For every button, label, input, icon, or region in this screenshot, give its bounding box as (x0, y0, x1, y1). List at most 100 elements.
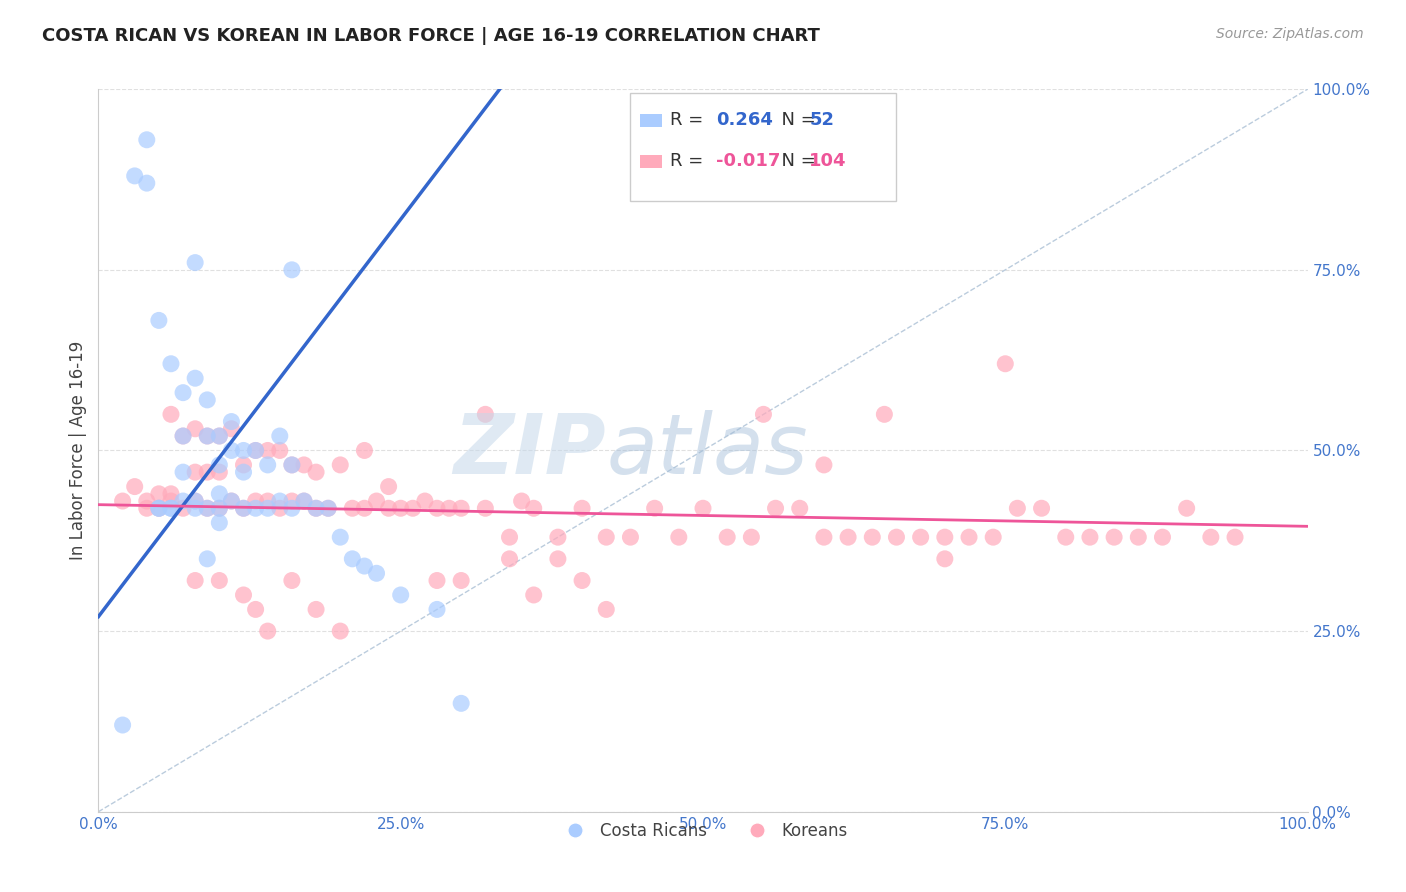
Point (934, 551, 956, 566)
Point (813, 458, 835, 472)
Point (450, 501, 472, 516)
Text: 52: 52 (810, 112, 834, 129)
Point (160, 501, 183, 516)
Point (305, 501, 328, 516)
Point (1007, 501, 1029, 516)
Point (389, 588, 412, 602)
Point (910, 530, 932, 544)
Point (329, 530, 352, 544)
Point (195, 465, 218, 479)
Point (292, 458, 315, 472)
Point (221, 443, 243, 458)
Point (172, 494, 194, 508)
Point (366, 566, 388, 581)
Point (305, 602, 328, 616)
Text: R =: R = (671, 112, 710, 129)
Point (245, 443, 267, 458)
Point (402, 501, 425, 516)
Point (124, 480, 146, 494)
Point (221, 415, 243, 429)
Point (172, 385, 194, 400)
Point (135, 133, 157, 147)
Text: ZIP: ZIP (454, 410, 606, 491)
Point (873, 407, 896, 421)
Point (172, 429, 194, 443)
Point (184, 494, 207, 508)
Point (256, 494, 278, 508)
Point (232, 501, 254, 516)
Text: Source: ZipAtlas.com: Source: ZipAtlas.com (1216, 27, 1364, 41)
Point (329, 624, 352, 639)
Point (148, 501, 170, 516)
Point (595, 602, 617, 616)
Point (1031, 501, 1053, 516)
Point (221, 494, 243, 508)
Point (813, 530, 835, 544)
Point (765, 501, 787, 516)
Point (957, 530, 980, 544)
Point (740, 530, 762, 544)
Point (195, 551, 218, 566)
Point (135, 501, 157, 516)
Point (305, 501, 328, 516)
Point (269, 501, 291, 516)
Point (1078, 530, 1101, 544)
Point (450, 574, 472, 588)
Point (195, 501, 218, 516)
Point (716, 530, 738, 544)
Point (184, 255, 207, 269)
Point (1054, 530, 1077, 544)
Point (523, 501, 546, 516)
Point (124, 169, 146, 183)
Point (316, 501, 339, 516)
Point (498, 551, 520, 566)
Text: R =: R = (671, 153, 710, 170)
Point (245, 501, 267, 516)
Point (184, 371, 207, 385)
Point (232, 443, 254, 458)
Point (389, 501, 412, 516)
Point (595, 530, 617, 544)
Point (208, 487, 231, 501)
Text: atlas: atlas (606, 410, 808, 491)
Point (281, 494, 304, 508)
Text: 104: 104 (810, 153, 846, 170)
Point (232, 588, 254, 602)
Point (668, 530, 690, 544)
Point (523, 588, 546, 602)
Point (195, 501, 218, 516)
Point (934, 530, 956, 544)
Point (281, 458, 304, 472)
Point (281, 458, 304, 472)
Point (547, 530, 569, 544)
Point (135, 494, 157, 508)
Point (160, 494, 183, 508)
Point (474, 501, 496, 516)
Point (232, 465, 254, 479)
Point (281, 262, 304, 277)
Point (184, 465, 207, 479)
Point (329, 458, 352, 472)
Point (571, 574, 593, 588)
Point (172, 501, 194, 516)
Point (571, 501, 593, 516)
Point (256, 501, 278, 516)
Point (232, 501, 254, 516)
Point (1128, 530, 1150, 544)
Point (184, 574, 207, 588)
Point (498, 530, 520, 544)
Point (269, 429, 291, 443)
Point (269, 494, 291, 508)
Point (981, 530, 1004, 544)
Point (148, 501, 170, 516)
Point (160, 487, 183, 501)
Point (1102, 530, 1125, 544)
Point (208, 458, 231, 472)
FancyBboxPatch shape (640, 114, 662, 127)
Point (245, 494, 267, 508)
Point (208, 516, 231, 530)
Point (292, 494, 315, 508)
Point (644, 501, 666, 516)
Point (148, 501, 170, 516)
Text: 0.264: 0.264 (716, 112, 773, 129)
